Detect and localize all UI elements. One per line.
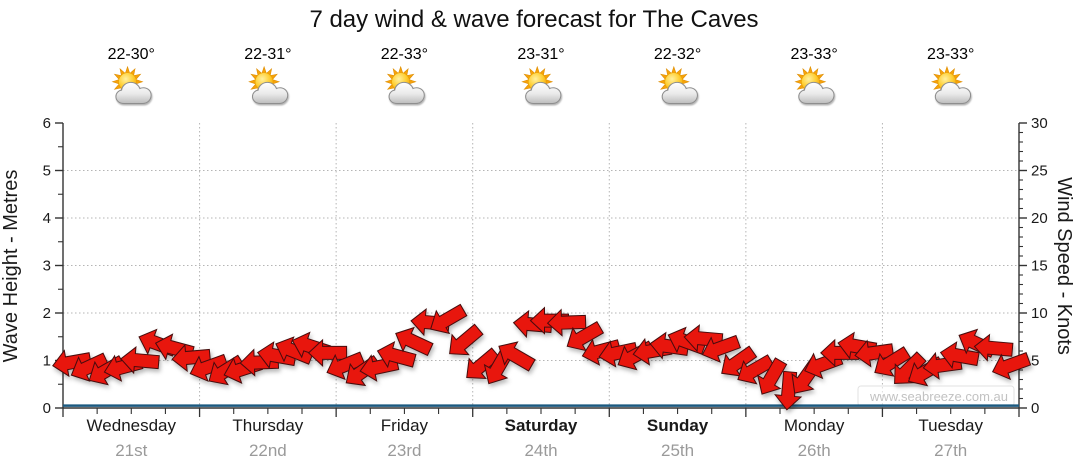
day-date-label: 27th (934, 441, 967, 460)
temp-range-label: 22-33° (381, 46, 428, 63)
watermark: www.seabreeze.com.au (857, 385, 1015, 407)
left-axis-tick-label: 1 (43, 353, 51, 370)
day-date-label: 22nd (249, 441, 287, 460)
partly-cloudy-icon (249, 67, 288, 104)
wind-arrow (430, 303, 468, 335)
wind-arrow (756, 357, 788, 395)
day-name-label: Wednesday (87, 416, 177, 435)
day-date-label: 26th (798, 441, 831, 460)
day-name-label: Tuesday (918, 416, 983, 435)
temp-range-label: 23-31° (517, 46, 564, 63)
wind-arrow (70, 352, 110, 382)
day-name-label: Thursday (232, 416, 303, 435)
left-axis-tick-label: 4 (43, 210, 51, 227)
wind-arrow (171, 343, 212, 373)
wind-arrow (939, 341, 980, 369)
wind-arrow-layer (52, 303, 1032, 411)
partly-cloudy-icon (932, 67, 971, 104)
temp-range-label: 22-31° (244, 46, 291, 63)
day-date-label: 24th (524, 441, 557, 460)
left-axis-tick-label: 2 (43, 305, 51, 322)
day-date-label: 21st (115, 441, 147, 460)
wind-arrow (874, 346, 912, 377)
wind-arrow (737, 354, 775, 385)
wind-arrow (449, 323, 484, 356)
watermark-text: www.seabreeze.com.au (869, 389, 1008, 404)
wind-arrow (721, 345, 758, 377)
wind-arrow (466, 347, 501, 380)
wind-arrow (189, 353, 229, 382)
wind-arrow (973, 333, 1014, 362)
left-axis-tick-label: 3 (43, 258, 51, 275)
wind-arrow (395, 326, 434, 357)
wind-arrow (546, 308, 587, 337)
right-axis-tick-label: 25 (1031, 163, 1048, 180)
day-date-label: 25th (661, 441, 694, 460)
wind-arrow (326, 351, 366, 381)
left-axis-title: Wave Height - Metres (0, 170, 22, 363)
wind-arrow (52, 349, 92, 378)
right-axis-title: Wind Speed - Knots (1053, 177, 1075, 355)
wind-arrow (991, 352, 1032, 381)
temp-range-label: 23-33° (790, 46, 837, 63)
wind-arrow (566, 320, 605, 352)
partly-cloudy-icon (659, 67, 698, 104)
right-axis-tick-label: 15 (1031, 258, 1048, 275)
left-axis-tick-label: 5 (43, 163, 51, 180)
partly-cloudy-icon (386, 67, 425, 104)
day-header-layer: 22-30° 22-31° 22-33° 23-31° 22-32° 23-33° 23-3… (108, 46, 974, 104)
day-name-label: Saturday (505, 416, 578, 435)
left-axis-tick-label: 0 (43, 400, 51, 417)
day-date-label: 23rd (387, 441, 421, 460)
day-name-label: Friday (381, 416, 429, 435)
wind-arrow (376, 340, 417, 369)
day-name-label: Monday (784, 416, 845, 435)
wind-arrow (120, 346, 160, 375)
right-axis-tick-label: 30 (1031, 115, 1048, 132)
left-axis-tick-label: 6 (43, 115, 51, 132)
wind-arrow (854, 339, 895, 368)
temp-range-label: 22-30° (108, 46, 155, 63)
right-axis-tick-label: 0 (1031, 400, 1039, 417)
right-axis-tick-label: 10 (1031, 305, 1048, 322)
wind-arrow (498, 341, 536, 372)
wind-arrow (598, 339, 639, 368)
partly-cloudy-icon (795, 67, 834, 104)
temp-range-label: 22-32° (654, 46, 701, 63)
temp-range-label: 23-33° (927, 46, 974, 63)
right-axis-tick-label: 20 (1031, 210, 1048, 227)
right-axis-tick-label: 5 (1031, 353, 1039, 370)
partly-cloudy-icon (113, 67, 152, 104)
day-name-label: Sunday (647, 416, 709, 435)
chart-title: 7 day wind & wave forecast for The Caves (309, 6, 758, 33)
day-label-layer: Wednesday 21st Thursday 22nd Friday 23rd Satur… (87, 416, 984, 460)
wind-arrow (701, 334, 742, 363)
partly-cloudy-icon (522, 67, 561, 104)
